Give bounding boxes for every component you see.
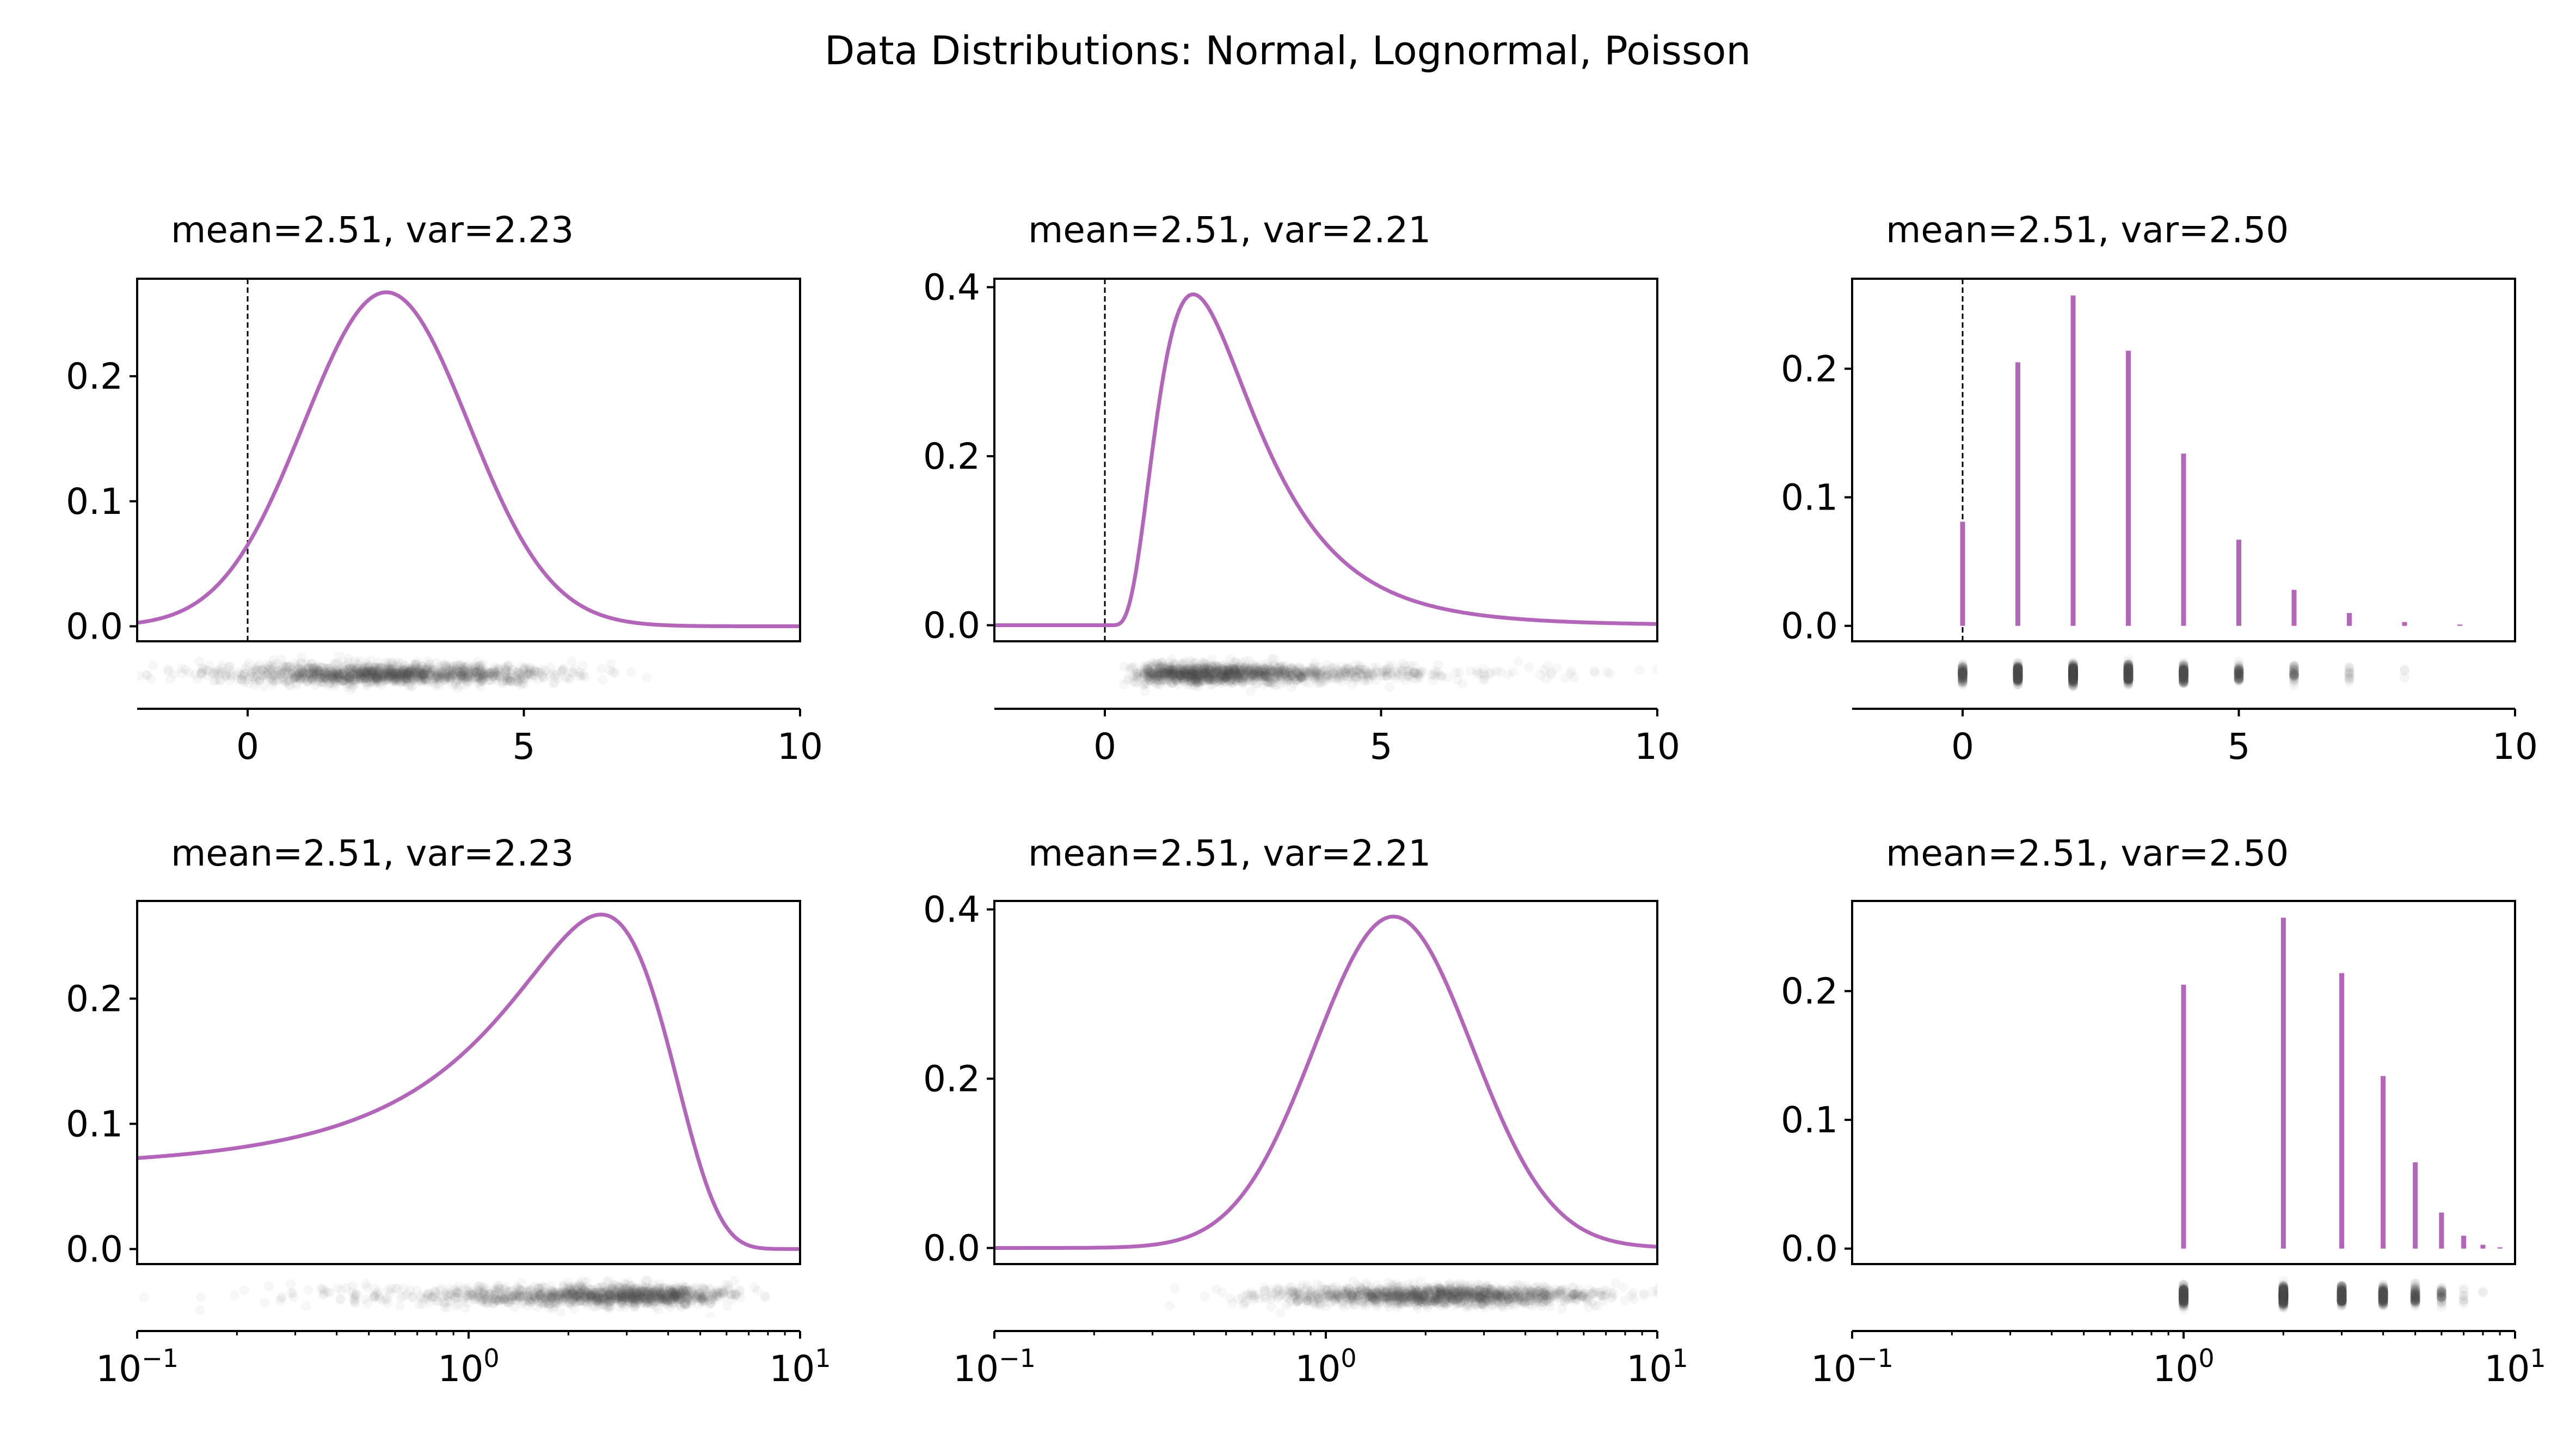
x-tick-label: 100: [2153, 1344, 2214, 1390]
x-tick-label: 5: [513, 726, 536, 768]
y-tick-label: 0.2: [923, 1058, 980, 1100]
y-tick-label: 0.2: [923, 436, 980, 477]
x-tick-label: 0: [236, 726, 259, 768]
subplot-5: mean=2.51, var=2.21 0.0 0.2 0.4 10−1 100 101: [923, 832, 1688, 1390]
y-tick-label: 0.0: [66, 605, 123, 647]
axes-frame: [136, 278, 801, 642]
x-tick-label: 101: [2484, 1344, 2546, 1390]
x-tick-label: 0: [1093, 726, 1116, 768]
x-tick-label: 101: [769, 1344, 831, 1390]
y-tick-label: 0.4: [923, 889, 980, 931]
x-tick-label: 10−1: [953, 1344, 1036, 1390]
rug-strip: [1958, 654, 2409, 692]
plot-area: [137, 279, 800, 641]
x-tick-label: 0: [1951, 726, 1974, 768]
x-tick-label: 101: [1626, 1344, 1688, 1390]
y-tick-label: 0.4: [923, 267, 980, 309]
plot-area: [1960, 279, 2462, 641]
x-tick-label: 10−1: [96, 1344, 179, 1390]
subplot-4: mean=2.51, var=2.23 0.0 0.1 0.2 10−1 100 101: [66, 832, 831, 1390]
subplot-2: mean=2.51, var=2.21 0.0 0.2 0.4 0 5 10: [923, 209, 1680, 768]
x-tick-label: 10: [2492, 726, 2538, 768]
axes-frame: [993, 900, 1658, 1265]
subplot-title: mean=2.51, var=2.21: [1028, 209, 1431, 251]
subplot-1: mean=2.51, var=2.23 0.0 0.1 0.2 0 5 10: [66, 209, 823, 768]
subplot-grid: mean=2.51, var=2.230.00.10.20 5 10mean=2.5…: [66, 209, 2546, 1390]
y-tick-label: 0.0: [923, 1227, 980, 1269]
density-curve: [137, 290, 800, 628]
rug-strip: [2179, 1275, 2488, 1315]
rug-strip: [137, 652, 652, 695]
density-curve: [994, 292, 1657, 627]
y-tick-label: 0.2: [66, 978, 123, 1020]
rug-strip: [1165, 1275, 1657, 1317]
axes-frame: [136, 900, 801, 1265]
subplot-title: mean=2.51, var=2.23: [171, 832, 574, 874]
y-tick-label: 0.0: [923, 605, 980, 647]
subplot-3: mean=2.51, var=2.50 0.0 0.1 0.2 0 5 10: [1781, 209, 2538, 768]
figure-title: Data Distributions: Normal, Lognormal, P…: [825, 28, 1751, 73]
y-tick-label: 0.0: [1781, 1228, 1838, 1270]
y-tick-label: 0.2: [1781, 971, 1838, 1013]
x-tick-label: 5: [2228, 726, 2251, 768]
x-tick-label: 5: [1370, 726, 1393, 768]
axes-frame: [1851, 900, 2516, 1265]
density-curve: [994, 915, 1657, 1250]
x-tick-label: 10: [1634, 726, 1680, 768]
plot-area: [2181, 917, 2503, 1249]
rug-strip: [1118, 653, 1657, 696]
y-tick-label: 0.1: [1781, 476, 1838, 518]
x-tick-label: 100: [438, 1344, 499, 1390]
rug-strip: [139, 1275, 771, 1317]
y-tick-label: 0.0: [66, 1228, 123, 1270]
axes-frame: [993, 278, 1658, 642]
subplot-title: mean=2.51, var=2.50: [1886, 832, 2289, 874]
y-tick-label: 0.1: [66, 481, 123, 523]
plot-area: [137, 912, 800, 1251]
x-tick-label: 10−1: [1811, 1344, 1893, 1390]
x-tick-label: 100: [1295, 1344, 1356, 1390]
plot-area: [994, 279, 1657, 641]
y-tick-label: 0.2: [66, 355, 123, 397]
subplot-6: mean=2.51, var=2.50 0.0 0.1 0.2 10−1 100 101: [1781, 832, 2546, 1390]
y-tick-label: 0.1: [1781, 1099, 1838, 1141]
y-tick-label: 0.2: [1781, 348, 1838, 390]
subplot-title: mean=2.51, var=2.23: [171, 209, 574, 251]
y-tick-label: 0.0: [1781, 605, 1838, 647]
subplot-title: mean=2.51, var=2.21: [1028, 832, 1431, 874]
density-curve: [137, 912, 800, 1251]
plot-area: [994, 915, 1657, 1250]
y-tick-label: 0.1: [66, 1103, 123, 1145]
axes-frame: [1851, 278, 2516, 642]
subplot-title: mean=2.51, var=2.50: [1886, 209, 2289, 251]
x-tick-label: 10: [777, 726, 823, 768]
